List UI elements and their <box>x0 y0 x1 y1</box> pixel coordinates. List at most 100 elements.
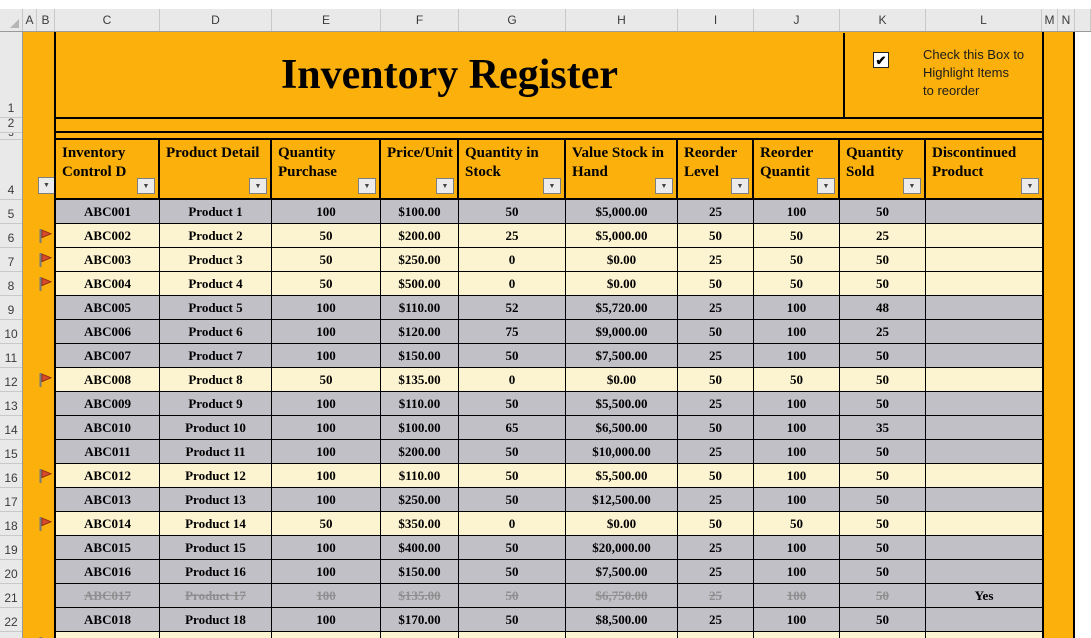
cell-reorder_qty[interactable]: 100 <box>754 392 840 415</box>
cell-in_stock[interactable]: 75 <box>459 320 566 343</box>
cell-discontinued[interactable] <box>926 368 1042 391</box>
cell-purchased[interactable]: 50 <box>272 248 381 271</box>
column-header-F[interactable]: F <box>381 9 459 31</box>
cell-value[interactable]: $7,500.00 <box>566 560 678 583</box>
cell-control[interactable]: ABC008 <box>56 368 160 391</box>
cell-reorder_level[interactable]: 25 <box>678 488 754 511</box>
cell-in_stock[interactable]: 0 <box>459 512 566 535</box>
cell-discontinued[interactable] <box>926 416 1042 439</box>
cell-reorder_qty[interactable]: 50 <box>754 224 840 247</box>
cell-control[interactable]: ABC017 <box>56 584 160 607</box>
cell-price[interactable]: $250.00 <box>381 488 459 511</box>
cell-value[interactable]: $5,000.00 <box>566 224 678 247</box>
cell-discontinued[interactable] <box>926 248 1042 271</box>
cell-value[interactable]: $5,500.00 <box>566 392 678 415</box>
cell-purchased[interactable]: 100 <box>272 200 381 223</box>
cell-value[interactable]: $8,500.00 <box>566 608 678 631</box>
flag-column-filter-button[interactable]: ▼ <box>38 177 55 194</box>
cell-purchased[interactable]: 100 <box>272 320 381 343</box>
cell-detail[interactable]: Product 8 <box>160 368 272 391</box>
row-header-1[interactable]: 1 <box>0 32 22 118</box>
table-column-header-sold[interactable]: Quantity Sold ▼ <box>840 140 926 198</box>
table-column-header-control[interactable]: Inventory Control D ▼ <box>56 140 160 198</box>
cell-price[interactable]: $350.00 <box>381 512 459 535</box>
cell-control[interactable]: ABC009 <box>56 392 160 415</box>
cell-in_stock[interactable]: 0 <box>459 368 566 391</box>
cell-purchased[interactable]: 50 <box>272 272 381 295</box>
column-header-L[interactable]: L <box>926 9 1042 31</box>
table-column-header-reorder_qty[interactable]: Reorder Quantit ▼ <box>754 140 840 198</box>
cell-reorder_qty[interactable]: 100 <box>754 464 840 487</box>
column-header-E[interactable]: E <box>272 9 381 31</box>
cell-sold[interactable]: 50 <box>840 584 926 607</box>
table-column-header-discontinued[interactable]: Discontinued Product ▼ <box>926 140 1042 198</box>
cell-discontinued[interactable] <box>926 608 1042 631</box>
cell-price[interactable]: $200.00 <box>381 224 459 247</box>
cell-control[interactable]: ABC005 <box>56 296 160 319</box>
cell-discontinued[interactable] <box>926 272 1042 295</box>
cell-control[interactable]: ABC001 <box>56 200 160 223</box>
cell-value[interactable]: $10,000.00 <box>566 440 678 463</box>
cell-price[interactable]: $110.00 <box>381 392 459 415</box>
cell-in_stock[interactable]: 50 <box>459 608 566 631</box>
cell-sold[interactable]: 50 <box>840 488 926 511</box>
cell-discontinued[interactable] <box>926 320 1042 343</box>
table-column-header-reorder_level[interactable]: Reorder Level ▼ <box>678 140 754 198</box>
cell-detail[interactable]: Product 6 <box>160 320 272 343</box>
cell[interactable] <box>926 632 1042 638</box>
filter-dropdown-button[interactable]: ▼ <box>655 178 673 194</box>
cell-sold[interactable]: 50 <box>840 536 926 559</box>
table-column-header-detail[interactable]: Product Detail ▼ <box>160 140 272 198</box>
cell-control[interactable]: ABC016 <box>56 560 160 583</box>
column-header-H[interactable]: H <box>566 9 678 31</box>
cell-discontinued[interactable] <box>926 512 1042 535</box>
row-header-9[interactable]: 9 <box>0 296 22 320</box>
cell-control[interactable]: ABC007 <box>56 344 160 367</box>
row-header-5[interactable]: 5 <box>0 200 22 224</box>
cell-value[interactable]: $7,500.00 <box>566 344 678 367</box>
cell[interactable] <box>566 632 678 638</box>
cell-reorder_qty[interactable]: 100 <box>754 416 840 439</box>
filter-dropdown-button[interactable]: ▼ <box>249 178 267 194</box>
cell-reorder_level[interactable]: 50 <box>678 464 754 487</box>
cell-reorder_level[interactable]: 25 <box>678 440 754 463</box>
cell-discontinued[interactable] <box>926 488 1042 511</box>
cell-reorder_level[interactable]: 25 <box>678 560 754 583</box>
cell-reorder_level[interactable]: 50 <box>678 224 754 247</box>
cell-control[interactable]: ABC018 <box>56 608 160 631</box>
cell-price[interactable]: $250.00 <box>381 248 459 271</box>
cell-price[interactable]: $400.00 <box>381 536 459 559</box>
cell-detail[interactable]: Product 12 <box>160 464 272 487</box>
cell-value[interactable]: $6,750.00 <box>566 584 678 607</box>
cell-reorder_qty[interactable]: 100 <box>754 584 840 607</box>
column-header-G[interactable]: G <box>459 9 566 31</box>
cell-reorder_level[interactable]: 50 <box>678 368 754 391</box>
cell-value[interactable]: $5,500.00 <box>566 464 678 487</box>
column-header-B[interactable]: B <box>37 9 55 31</box>
cell-control[interactable]: ABC012 <box>56 464 160 487</box>
column-header-N[interactable]: N <box>1058 9 1075 31</box>
row-header-6[interactable]: 6 <box>0 224 22 248</box>
cell-reorder_qty[interactable]: 100 <box>754 560 840 583</box>
cell-reorder_qty[interactable]: 100 <box>754 320 840 343</box>
cell-reorder_qty[interactable]: 50 <box>754 272 840 295</box>
cell[interactable] <box>754 632 840 638</box>
row-header-7[interactable]: 7 <box>0 248 22 272</box>
cell-purchased[interactable]: 100 <box>272 464 381 487</box>
cell-in_stock[interactable]: 50 <box>459 488 566 511</box>
cell-discontinued[interactable]: Yes <box>926 584 1042 607</box>
cell-reorder_qty[interactable]: 100 <box>754 608 840 631</box>
cell-control[interactable]: ABC015 <box>56 536 160 559</box>
column-header-D[interactable]: D <box>160 9 272 31</box>
column-header-A[interactable]: A <box>23 9 37 31</box>
cell-control[interactable]: ABC014 <box>56 512 160 535</box>
cell-control[interactable]: ABC002 <box>56 224 160 247</box>
filter-dropdown-button[interactable]: ▼ <box>137 178 155 194</box>
cell-reorder_qty[interactable]: 100 <box>754 488 840 511</box>
cell-price[interactable]: $150.00 <box>381 560 459 583</box>
cell-reorder_level[interactable]: 50 <box>678 320 754 343</box>
cell-sold[interactable]: 50 <box>840 368 926 391</box>
cell-control[interactable]: ABC011 <box>56 440 160 463</box>
cell-value[interactable]: $0.00 <box>566 512 678 535</box>
cell-price[interactable]: $110.00 <box>381 296 459 319</box>
